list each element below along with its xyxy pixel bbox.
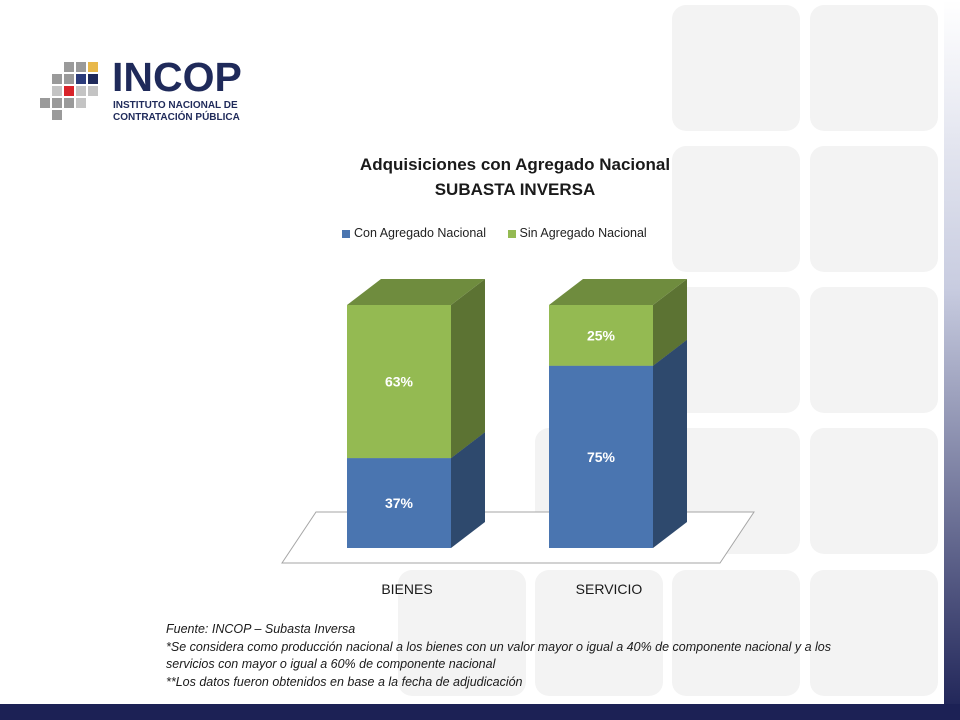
logo-subtitle-line1: INSTITUTO NACIONAL DE	[113, 100, 238, 111]
right-accent-bar	[944, 0, 960, 720]
bar-side-servicio-1	[653, 279, 687, 366]
bottom-brand-bar	[0, 704, 960, 720]
data-label-bienes-0: 37%	[385, 495, 414, 511]
legend-swatch-sin	[507, 229, 516, 238]
footnote-source: Fuente: INCOP – Subasta Inversa	[166, 622, 356, 636]
data-label-bienes-1: 63%	[385, 374, 414, 390]
bar-side-bienes-0	[451, 432, 485, 548]
category-label-servicio: SERVICIO	[576, 581, 643, 597]
chart-legend: Con Agregado Nacional Sin Agregado Nacio…	[342, 226, 665, 240]
category-label-bienes: BIENES	[381, 581, 432, 597]
legend-item-sin: Sin Agregado Nacional	[507, 226, 647, 240]
legend-label-sin: Sin Agregado Nacional	[519, 226, 647, 240]
bar-top-bienes-1	[347, 279, 485, 305]
bar-front-bienes-0	[347, 458, 451, 548]
bar-side-bienes-1	[451, 279, 485, 459]
logo-pixel-mark-icon	[40, 62, 98, 120]
legend-swatch-con	[342, 229, 350, 238]
logo-subtitle-line2: CONTRATACIÓN PÚBLICA	[113, 112, 240, 123]
data-label-servicio-0: 75%	[587, 449, 616, 465]
logo-wordmark: INCOP	[112, 54, 242, 100]
bar-front-bienes-1	[347, 305, 451, 459]
legend-item-con: Con Agregado Nacional	[342, 226, 486, 240]
footnotes: Fuente: INCOP – Subasta Inversa *Se cons…	[166, 621, 856, 691]
legend-label-con: Con Agregado Nacional	[354, 226, 487, 240]
bar-side-servicio-0	[653, 339, 687, 548]
data-label-servicio-1: 25%	[587, 327, 616, 343]
logo-subtitle: INSTITUTO NACIONAL DE CONTRATACIÓN PÚBLI…	[113, 100, 263, 124]
footnote-note1: *Se considera como producción nacional a…	[166, 639, 831, 672]
chart-title-line2: SUBASTA INVERSA	[434, 180, 596, 199]
footnote-note2: **Los datos fueron obtenidos en base a l…	[166, 674, 523, 689]
bar-front-servicio-0	[549, 365, 653, 548]
incop-logo: INCOP INSTITUTO NACIONAL DE CONTRATACIÓN…	[40, 54, 263, 130]
chart-title: Adquisiciones con Agregado Nacional SUBA…	[270, 152, 760, 202]
bar-front-servicio-1	[549, 305, 653, 366]
bar-top-servicio-1	[549, 279, 687, 305]
chart-title-line1: Adquisiciones con Agregado Nacional	[359, 155, 671, 174]
